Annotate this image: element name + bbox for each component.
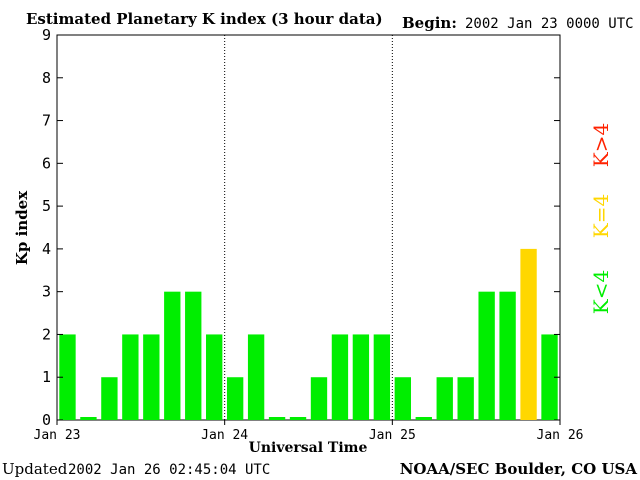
updated-label: Updated xyxy=(2,460,68,478)
day-dividers xyxy=(224,35,393,420)
kp-bar xyxy=(122,334,139,420)
kp-bar xyxy=(101,377,118,420)
kp-bar xyxy=(143,334,160,420)
kp-bar xyxy=(226,377,244,420)
legend: K<4 K=4 K>4 xyxy=(589,123,613,314)
plot-frame xyxy=(56,34,561,421)
x-tick-label: Jan 25 xyxy=(369,428,416,443)
kp-bar xyxy=(185,291,202,420)
kp-bar xyxy=(394,377,411,420)
y-tick-label: 7 xyxy=(42,112,51,130)
kp-bar xyxy=(520,248,537,420)
y-axis-label: Kp index xyxy=(13,190,31,265)
legend-k-equal-4: K=4 xyxy=(589,194,613,238)
y-tick-label: 3 xyxy=(42,283,51,301)
updated-value: 2002 Jan 26 02:45:04 UTC xyxy=(68,462,270,478)
kp-bar xyxy=(310,377,328,420)
begin-value: 2002 Jan 23 0000 UTC xyxy=(465,16,634,32)
y-tick-label: 9 xyxy=(42,26,51,44)
x-tick-label: Jan 24 xyxy=(201,428,248,443)
kp-bar xyxy=(80,417,97,420)
kp-bar xyxy=(268,417,286,420)
begin-label: Begin: xyxy=(402,14,457,32)
x-tick-label: Jan 23 xyxy=(34,428,81,443)
bars-group xyxy=(59,248,558,420)
kp-bar xyxy=(436,377,453,420)
source-credit: NOAA/SEC Boulder, CO USA xyxy=(400,460,638,478)
kp-bar xyxy=(352,334,370,420)
kp-bar xyxy=(289,417,307,420)
y-tick-label: 2 xyxy=(42,325,51,343)
y-tick-label: 1 xyxy=(42,368,51,386)
chart-title: Estimated Planetary K index (3 hour data… xyxy=(26,10,383,28)
kp-bar xyxy=(164,291,181,420)
y-axis-ticks: 0 1 2 3 4 5 6 7 8 9 xyxy=(42,26,560,429)
legend-k-below-4: K<4 xyxy=(589,270,613,314)
kp-bar xyxy=(457,377,474,420)
y-tick-label: 0 xyxy=(42,411,51,429)
kp-bar xyxy=(373,334,391,420)
kp-bar xyxy=(331,334,349,420)
kp-bar xyxy=(247,334,265,420)
x-axis-ticks: Jan 23 Jan 24 Jan 25 Jan 26 xyxy=(34,420,584,443)
kp-bar xyxy=(415,417,432,420)
y-tick-label: 8 xyxy=(42,69,51,87)
legend-k-above-4: K>4 xyxy=(589,123,613,167)
x-axis-label: Universal Time xyxy=(249,440,368,456)
y-tick-label: 4 xyxy=(42,240,51,258)
y-tick-label: 5 xyxy=(42,197,51,215)
x-tick-label: Jan 26 xyxy=(537,428,584,443)
y-tick-label: 6 xyxy=(42,154,51,172)
kp-bar xyxy=(59,334,76,420)
kp-bar xyxy=(206,334,223,420)
kp-bar xyxy=(478,291,495,420)
kp-bar xyxy=(499,291,516,420)
kp-bar xyxy=(541,334,558,420)
